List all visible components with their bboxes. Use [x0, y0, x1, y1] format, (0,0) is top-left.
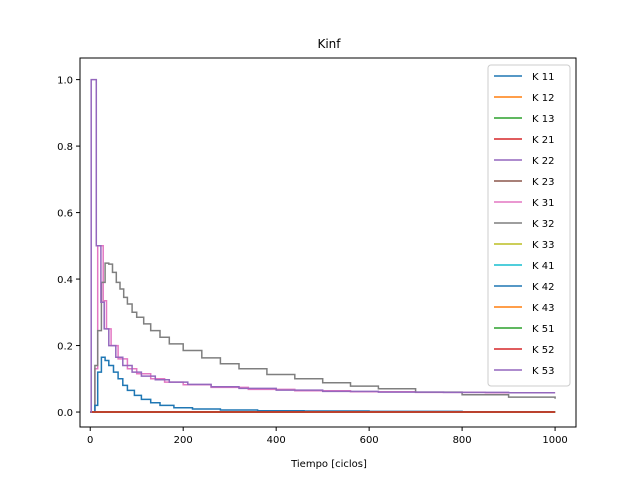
legend-box [487, 64, 571, 387]
y-tick-label: 0.4 [57, 275, 73, 286]
legend-label: K 43 [532, 303, 554, 314]
legend-label: K 42 [532, 282, 554, 293]
legend-label: K 31 [532, 198, 554, 209]
legend-label: K 53 [532, 366, 554, 377]
y-tick-label: 0.6 [57, 209, 73, 220]
legend-label: K 51 [532, 324, 554, 335]
x-tick-label: 1000 [542, 435, 567, 446]
legend-label: K 52 [532, 345, 554, 356]
series-line-15 [90, 78, 556, 413]
legend-label: K 21 [532, 135, 554, 146]
y-tick-label: 0.0 [57, 408, 73, 419]
legend-label: K 13 [532, 114, 554, 125]
x-tick-label: 800 [453, 435, 472, 446]
x-tick-label: 600 [360, 435, 379, 446]
legend-label: K 33 [532, 240, 554, 251]
legend-label: K 41 [532, 261, 554, 272]
x-tick-label: 0 [87, 435, 93, 446]
series-line-11 [90, 356, 556, 413]
y-tick-label: 0.8 [57, 142, 73, 153]
x-tick-label: 400 [267, 435, 286, 446]
chart-title: Kinf [317, 37, 341, 51]
plot-area: 0 200 400 600 800 1000 0.0 0.2 0.4 0.6 0.8 1.0 K 11 K… [57, 57, 577, 446]
series-line-8 [90, 262, 556, 413]
y-tick-label: 0.2 [57, 342, 73, 353]
legend-label: K 22 [532, 156, 554, 167]
x-tick-label: 200 [174, 435, 193, 446]
legend-label: K 12 [532, 93, 554, 104]
legend-label: K 11 [532, 72, 554, 83]
legend-label: K 23 [532, 177, 554, 188]
legend-label: K 32 [532, 219, 554, 230]
x-axis-label: Tiempo [ciclos] [290, 459, 367, 470]
axes-frame [79, 57, 577, 428]
y-tick-label: 1.0 [57, 76, 73, 87]
